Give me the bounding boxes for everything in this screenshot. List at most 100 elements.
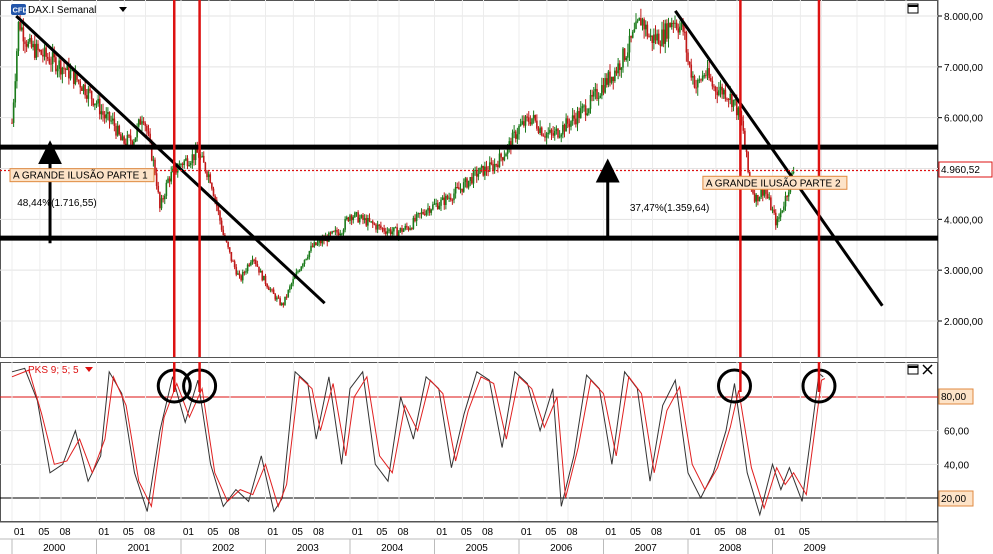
candle-body xyxy=(298,270,301,272)
candle-body xyxy=(493,164,496,171)
candle-body xyxy=(129,135,132,141)
oscillator-axis: 40,00 60,00 xyxy=(944,427,969,472)
candle-body xyxy=(666,23,668,39)
month-label: 05 xyxy=(38,527,50,538)
candle-body xyxy=(700,79,702,81)
candle-body xyxy=(183,160,186,165)
triangle-down-icon[interactable] xyxy=(85,367,93,372)
candle-body xyxy=(225,239,228,242)
candle-body xyxy=(579,108,582,119)
candle-body xyxy=(662,29,665,44)
candle-body xyxy=(214,196,216,200)
candle-body xyxy=(306,257,309,259)
candle-body xyxy=(136,126,138,138)
candle-body xyxy=(693,76,696,88)
indicator-title: PKS 9; 5; 5 xyxy=(28,365,79,376)
candle-body xyxy=(267,287,270,291)
candle-body xyxy=(159,192,161,209)
candle-body xyxy=(596,88,598,99)
candle-body xyxy=(523,121,525,126)
candle-body xyxy=(612,76,615,81)
candle-body xyxy=(222,229,225,235)
candle-body xyxy=(488,162,491,172)
candle-body xyxy=(542,135,545,137)
candle-body xyxy=(724,89,727,99)
candle-body xyxy=(313,242,316,247)
candle-body xyxy=(194,147,197,161)
candle-body xyxy=(139,119,142,125)
candle-body xyxy=(448,197,450,199)
candle-body xyxy=(495,164,498,166)
candle-body xyxy=(181,163,184,165)
candle-body xyxy=(674,22,676,24)
month-label: 05 xyxy=(545,527,557,538)
candle-body xyxy=(230,251,233,261)
candle-body xyxy=(87,88,90,99)
candle-body xyxy=(46,56,49,59)
candle-body xyxy=(170,172,173,182)
candle-body xyxy=(755,195,758,202)
candle-body xyxy=(737,107,740,116)
candle-body xyxy=(271,289,273,291)
candle-body xyxy=(695,87,697,89)
maximize-icon[interactable] xyxy=(907,3,919,14)
price-tick-label: 3.000,00 xyxy=(944,266,983,277)
candle-body xyxy=(141,121,143,125)
candle-body xyxy=(701,75,704,81)
candle-body xyxy=(732,99,735,107)
maximize-icon[interactable] xyxy=(907,364,919,375)
candle-body xyxy=(480,165,483,168)
candle-body xyxy=(196,147,199,153)
candle-body xyxy=(661,29,663,46)
candle-body xyxy=(256,264,259,267)
candle-body xyxy=(384,231,387,234)
candle-body xyxy=(193,154,195,161)
annotation-text: A GRANDE ILUSÃO PARTE 1 xyxy=(13,169,148,182)
candle-body xyxy=(524,116,527,126)
candle-body xyxy=(734,99,736,101)
candle-body xyxy=(659,44,662,46)
candle-body xyxy=(150,140,153,161)
candle-body xyxy=(235,267,238,275)
month-label: 05 xyxy=(123,527,135,538)
candle-body xyxy=(207,174,210,178)
candle-body xyxy=(604,78,606,93)
candle-body xyxy=(719,86,722,91)
osc-level-80-label: 80,00 xyxy=(941,392,966,403)
candle-body xyxy=(566,118,569,124)
candle-body xyxy=(111,118,114,121)
candle-body xyxy=(425,210,428,215)
candle-body xyxy=(409,228,411,230)
candle-body xyxy=(510,141,512,149)
candle-body xyxy=(760,189,762,198)
candle-body xyxy=(253,259,255,261)
candle-body xyxy=(45,47,47,57)
candle-body xyxy=(560,134,563,137)
candle-body xyxy=(687,52,689,62)
candle-body xyxy=(147,131,150,134)
month-label: 01 xyxy=(521,527,533,538)
close-icon[interactable] xyxy=(922,364,933,375)
candle-body xyxy=(768,197,771,199)
annotations: A GRANDE ILUSÃO PARTE 1 48,44%(1.716,55) 3… xyxy=(9,168,848,214)
candle-body xyxy=(420,212,423,214)
candle-body xyxy=(274,294,277,300)
candle-body xyxy=(248,264,251,266)
candle-body xyxy=(30,37,33,48)
candle-body xyxy=(355,212,358,214)
candle-body xyxy=(84,84,86,96)
candle-body xyxy=(774,212,777,226)
indicator-header: PKS 9; 5; 5 xyxy=(28,364,933,376)
triangle-down-icon[interactable] xyxy=(119,7,127,12)
candle-body xyxy=(592,91,595,97)
candle-body xyxy=(162,198,164,200)
osc-level-badge-80: 80,00 xyxy=(938,388,974,405)
annotation-text: 48,44%(1.716,55) xyxy=(17,198,97,209)
candle-body xyxy=(66,63,69,71)
candle-body xyxy=(284,296,286,305)
candle-body xyxy=(618,63,621,70)
candle-body xyxy=(644,24,647,30)
candle-body xyxy=(430,209,433,213)
candle-body xyxy=(380,225,382,229)
candle-body xyxy=(63,67,65,69)
